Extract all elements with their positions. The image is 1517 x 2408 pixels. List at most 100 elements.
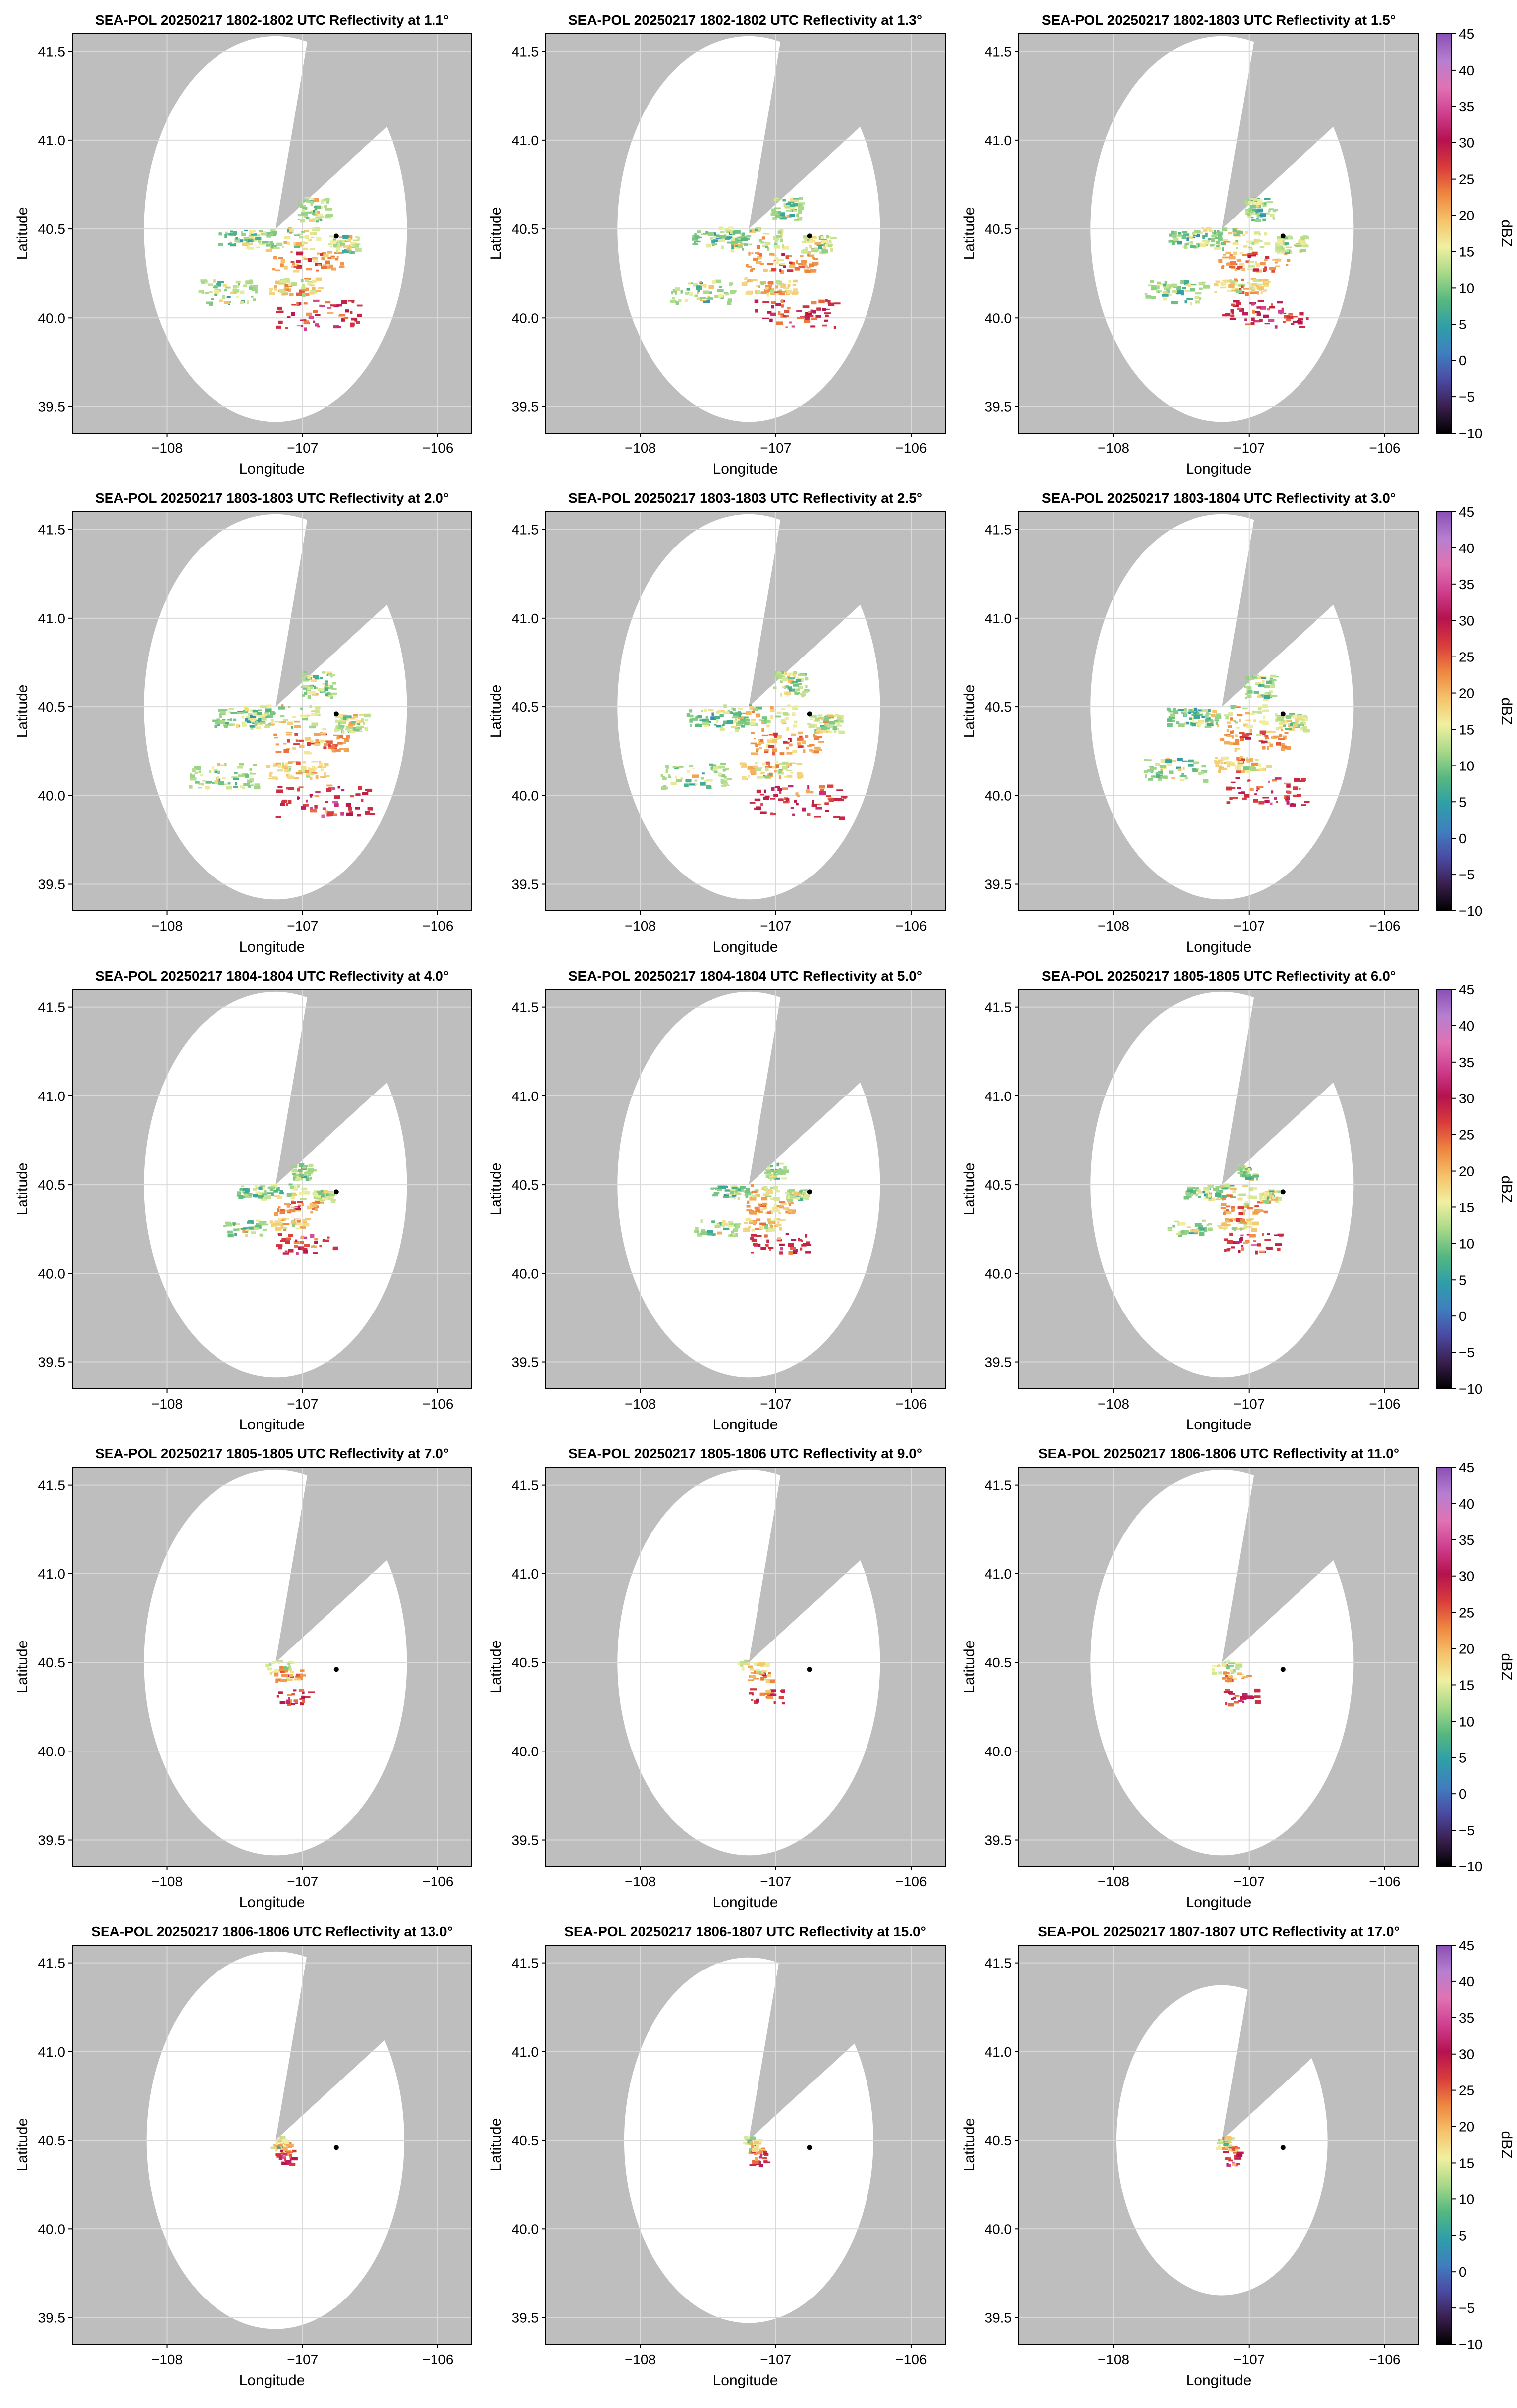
echo-gate bbox=[833, 816, 840, 818]
echo-gate bbox=[1205, 1226, 1208, 1231]
echo-gate bbox=[314, 767, 317, 770]
echo-gate bbox=[1266, 765, 1272, 766]
echo-gate bbox=[1235, 1667, 1240, 1670]
echo-gate bbox=[781, 671, 784, 674]
reflectivity-echoes bbox=[737, 1659, 785, 1705]
echo-gate bbox=[1236, 727, 1240, 729]
echo-gate bbox=[1258, 706, 1262, 710]
echo-gate bbox=[753, 708, 758, 711]
echo-gate bbox=[315, 277, 322, 281]
echo-gate bbox=[275, 751, 282, 753]
echo-gate bbox=[792, 813, 795, 816]
echo-gate bbox=[757, 290, 760, 294]
echo-gate bbox=[697, 230, 701, 233]
echo-gate bbox=[1221, 242, 1226, 246]
echo-gate bbox=[1201, 709, 1208, 712]
colorbar-tick-label: 20 bbox=[1459, 1164, 1474, 1179]
echo-gate bbox=[779, 1251, 783, 1255]
echo-gate bbox=[755, 768, 761, 771]
echo-gate bbox=[320, 305, 325, 307]
echo-gate bbox=[811, 804, 817, 807]
panel-title: SEA-POL 20250217 1804-1804 UTC Reflectiv… bbox=[95, 968, 449, 984]
echo-gate bbox=[302, 1187, 307, 1191]
echo-gate bbox=[763, 789, 766, 793]
echo-gate bbox=[798, 210, 802, 214]
echo-gate bbox=[1223, 1212, 1226, 1215]
echo-gate bbox=[283, 265, 288, 270]
colorbar-tick-label: 0 bbox=[1459, 1309, 1467, 1324]
echo-gate bbox=[781, 1177, 787, 1180]
echo-gate bbox=[288, 1661, 294, 1663]
echo-gate bbox=[778, 675, 785, 679]
echo-gate bbox=[1256, 239, 1260, 241]
echo-gate bbox=[1286, 715, 1292, 719]
echo-gate bbox=[662, 776, 665, 778]
y-axis-label: Latitude bbox=[488, 1163, 504, 1216]
echo-gate bbox=[359, 714, 366, 716]
echo-gate bbox=[837, 717, 842, 720]
echo-gate bbox=[291, 282, 297, 286]
echo-gate bbox=[1244, 681, 1249, 684]
echo-gate bbox=[290, 1206, 298, 1208]
echo-gate bbox=[285, 327, 288, 329]
echo-gate bbox=[1160, 768, 1163, 772]
echo-gate bbox=[222, 295, 225, 299]
echo-gate bbox=[241, 715, 245, 719]
echo-gate bbox=[796, 213, 799, 217]
echo-gate bbox=[1155, 763, 1160, 766]
echo-gate bbox=[1235, 739, 1240, 743]
echo-gate bbox=[1208, 1194, 1212, 1198]
echo-gate bbox=[284, 767, 289, 771]
y-tick-label: 40.5 bbox=[38, 1177, 66, 1193]
echo-gate bbox=[338, 252, 344, 254]
echo-gate bbox=[249, 718, 257, 721]
echo-gate bbox=[299, 302, 302, 305]
echo-gate bbox=[731, 1233, 736, 1235]
echo-gate bbox=[776, 735, 781, 739]
echo-gate bbox=[1176, 286, 1181, 290]
echo-gate bbox=[1236, 302, 1241, 305]
echo-gate bbox=[1200, 770, 1208, 773]
echo-gate bbox=[714, 716, 720, 719]
echo-gate bbox=[787, 269, 794, 272]
echo-gate bbox=[747, 266, 752, 268]
echo-gate bbox=[1184, 777, 1188, 780]
echo-gate bbox=[1259, 1250, 1265, 1253]
echo-gate bbox=[814, 247, 818, 252]
echo-gate bbox=[732, 1195, 737, 1197]
echo-gate bbox=[1196, 709, 1203, 712]
echo-gate bbox=[305, 1696, 311, 1698]
echo-gate bbox=[261, 716, 267, 721]
echo-gate bbox=[328, 743, 331, 747]
echo-gate bbox=[1232, 242, 1239, 245]
echo-gate bbox=[301, 325, 304, 327]
echo-gate bbox=[1245, 1172, 1248, 1175]
echo-gate bbox=[743, 281, 749, 283]
echo-gate bbox=[735, 1193, 742, 1195]
colorbar-tick-label: 25 bbox=[1459, 1605, 1474, 1621]
echo-gate bbox=[347, 730, 351, 732]
echo-gate bbox=[278, 2156, 283, 2160]
echo-gate bbox=[324, 763, 329, 767]
echo-gate bbox=[788, 677, 795, 679]
echo-gate bbox=[760, 803, 763, 806]
echo-gate bbox=[247, 779, 252, 783]
echo-gate bbox=[1239, 761, 1243, 763]
echo-gate bbox=[1268, 210, 1271, 212]
echo-gate bbox=[780, 270, 784, 274]
echo-gate bbox=[706, 779, 713, 782]
x-axis-label: Longitude bbox=[239, 461, 305, 477]
echo-gate bbox=[695, 1227, 699, 1231]
echo-gate bbox=[689, 765, 694, 767]
echo-gate bbox=[805, 247, 808, 249]
echo-gate bbox=[779, 269, 782, 273]
colorbar-tick-label: 5 bbox=[1459, 2228, 1467, 2243]
echo-gate bbox=[833, 720, 839, 722]
echo-gate bbox=[753, 1243, 758, 1246]
echo-gate bbox=[1287, 235, 1293, 239]
echo-gate bbox=[1194, 230, 1201, 233]
echo-gate bbox=[774, 735, 777, 738]
colorbar-tick-label: 0 bbox=[1459, 1786, 1467, 1802]
echo-gate bbox=[755, 743, 758, 747]
echo-gate bbox=[786, 763, 790, 766]
